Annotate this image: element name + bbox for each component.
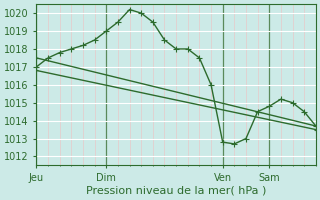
X-axis label: Pression niveau de la mer( hPa ): Pression niveau de la mer( hPa ) [86, 186, 266, 196]
